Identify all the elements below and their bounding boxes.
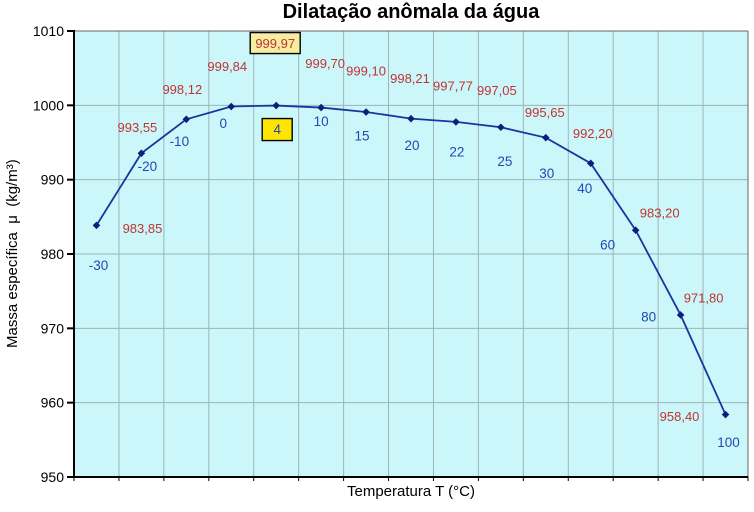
- value-label: 999,70: [305, 56, 345, 71]
- temp-label: -10: [170, 134, 190, 149]
- y-tick-label: 960: [41, 395, 65, 411]
- temp-label: 20: [404, 138, 419, 153]
- y-tick-label: 1010: [33, 23, 64, 39]
- x-axis-title: Temperatura T (°C): [347, 483, 475, 500]
- data-point-marker: [362, 108, 370, 116]
- temp-label: -30: [89, 258, 109, 273]
- value-label: 997,05: [477, 83, 517, 98]
- y-tick-label: 990: [41, 172, 65, 188]
- temp-label: -20: [138, 159, 158, 174]
- data-point-marker: [721, 410, 730, 419]
- value-label-box: [249, 31, 301, 55]
- data-point-marker: [272, 101, 280, 110]
- value-label: 999,10: [346, 64, 386, 79]
- data-point-marker: [137, 149, 146, 158]
- temp-label: 60: [600, 238, 615, 253]
- temp-label: 4: [273, 122, 281, 137]
- data-point-marker: [586, 159, 595, 168]
- value-label: 999,97: [255, 36, 295, 51]
- value-label: 998,21: [390, 71, 430, 86]
- data-point-marker: [317, 103, 325, 112]
- value-label: 997,77: [433, 78, 473, 93]
- value-label: 995,65: [525, 105, 565, 120]
- temp-label: 10: [314, 114, 329, 129]
- temp-label: 100: [717, 435, 740, 450]
- temp-label: 30: [539, 166, 554, 181]
- chart-title: Dilatação anômala da água: [282, 1, 540, 23]
- temp-label: 15: [355, 129, 370, 144]
- temp-label: 80: [641, 309, 656, 324]
- y-axis-title: Massa específica μ (kg/m³): [4, 159, 21, 349]
- data-point-marker: [227, 102, 236, 111]
- data-point-marker: [182, 115, 191, 124]
- temp-label: 40: [577, 181, 592, 196]
- value-label: 958,40: [660, 409, 700, 424]
- data-point-marker: [631, 226, 640, 235]
- y-tick-label: 950: [41, 469, 65, 485]
- value-label: 999,84: [207, 59, 247, 74]
- value-label: 971,80: [684, 290, 724, 305]
- data-point-marker: [542, 133, 550, 142]
- temp-label-box: [261, 117, 293, 142]
- temp-label: 25: [497, 154, 512, 169]
- value-label: 983,85: [123, 221, 163, 236]
- data-point-marker: [92, 221, 101, 230]
- value-label: 983,20: [640, 206, 680, 221]
- temp-label: 22: [449, 144, 464, 159]
- y-tick-label: 980: [41, 246, 65, 262]
- value-label: 992,20: [573, 126, 613, 141]
- data-point-marker: [452, 118, 460, 126]
- data-point-marker: [676, 311, 685, 319]
- y-tick-label: 1000: [33, 97, 64, 113]
- y-tick-label: 970: [41, 320, 65, 336]
- data-point-marker: [497, 123, 505, 132]
- value-label: 993,55: [118, 120, 158, 135]
- value-label: 998,12: [162, 82, 202, 97]
- temp-label: 0: [220, 116, 228, 131]
- data-point-marker: [407, 114, 415, 123]
